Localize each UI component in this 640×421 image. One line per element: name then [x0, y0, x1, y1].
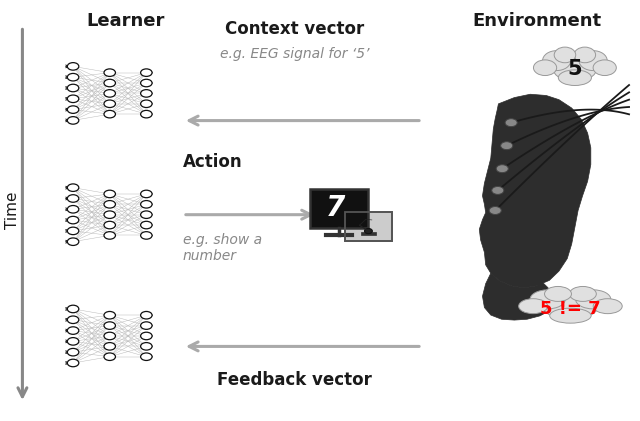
- Circle shape: [141, 79, 152, 87]
- Circle shape: [67, 95, 79, 103]
- Circle shape: [104, 232, 115, 239]
- Circle shape: [141, 221, 152, 229]
- Polygon shape: [479, 94, 591, 288]
- Text: Time: Time: [5, 192, 20, 229]
- Circle shape: [104, 343, 115, 350]
- Circle shape: [67, 227, 79, 234]
- Circle shape: [67, 184, 79, 192]
- Text: 7: 7: [326, 194, 346, 221]
- FancyBboxPatch shape: [362, 232, 376, 235]
- Ellipse shape: [570, 286, 596, 301]
- Ellipse shape: [534, 60, 557, 75]
- Circle shape: [67, 327, 79, 334]
- Circle shape: [67, 205, 79, 213]
- Circle shape: [505, 119, 517, 127]
- Ellipse shape: [554, 47, 576, 63]
- Circle shape: [67, 63, 79, 70]
- FancyBboxPatch shape: [310, 189, 368, 228]
- Text: Context vector: Context vector: [225, 19, 364, 37]
- Text: 5 != 7: 5 != 7: [540, 300, 601, 318]
- Circle shape: [104, 79, 115, 87]
- Circle shape: [489, 207, 501, 214]
- Circle shape: [67, 349, 79, 356]
- Circle shape: [104, 211, 115, 218]
- Circle shape: [496, 165, 508, 173]
- Circle shape: [141, 190, 152, 198]
- Circle shape: [67, 73, 79, 81]
- Circle shape: [104, 100, 115, 107]
- Circle shape: [104, 90, 115, 97]
- Ellipse shape: [575, 290, 611, 309]
- Circle shape: [141, 69, 152, 77]
- Text: Feedback vector: Feedback vector: [217, 371, 372, 389]
- Circle shape: [104, 353, 115, 360]
- Ellipse shape: [593, 298, 622, 314]
- Circle shape: [104, 221, 115, 229]
- Circle shape: [141, 353, 152, 360]
- Ellipse shape: [574, 47, 596, 63]
- Ellipse shape: [550, 308, 591, 323]
- Circle shape: [104, 190, 115, 198]
- Circle shape: [67, 316, 79, 323]
- Circle shape: [141, 322, 152, 329]
- Ellipse shape: [558, 70, 591, 85]
- Ellipse shape: [579, 51, 607, 71]
- Ellipse shape: [554, 57, 596, 81]
- Text: e.g. EEG signal for ‘5’: e.g. EEG signal for ‘5’: [220, 47, 369, 61]
- Circle shape: [67, 305, 79, 313]
- Ellipse shape: [543, 51, 571, 71]
- FancyBboxPatch shape: [345, 212, 392, 241]
- Circle shape: [492, 187, 504, 195]
- Ellipse shape: [530, 290, 565, 309]
- Circle shape: [141, 200, 152, 208]
- Circle shape: [141, 100, 152, 107]
- Circle shape: [67, 216, 79, 224]
- Text: e.g. show a
number: e.g. show a number: [183, 233, 262, 263]
- Circle shape: [141, 90, 152, 97]
- Circle shape: [104, 312, 115, 319]
- Text: 5: 5: [568, 59, 582, 79]
- Circle shape: [104, 332, 115, 340]
- Circle shape: [67, 117, 79, 124]
- Circle shape: [104, 110, 115, 118]
- Polygon shape: [483, 273, 554, 320]
- Circle shape: [67, 238, 79, 245]
- Ellipse shape: [543, 296, 597, 319]
- Circle shape: [104, 69, 115, 77]
- Ellipse shape: [518, 298, 548, 314]
- Circle shape: [104, 322, 115, 329]
- Circle shape: [141, 343, 152, 350]
- Circle shape: [67, 84, 79, 92]
- Text: Action: Action: [183, 153, 243, 171]
- Circle shape: [141, 110, 152, 118]
- Circle shape: [67, 359, 79, 367]
- Circle shape: [104, 200, 115, 208]
- Text: Environment: Environment: [472, 12, 601, 30]
- Circle shape: [141, 332, 152, 340]
- Circle shape: [500, 142, 513, 149]
- Circle shape: [141, 211, 152, 218]
- Circle shape: [141, 312, 152, 319]
- Circle shape: [67, 338, 79, 345]
- Circle shape: [67, 106, 79, 113]
- Text: Learner: Learner: [86, 12, 165, 30]
- Circle shape: [67, 195, 79, 202]
- Circle shape: [365, 229, 372, 234]
- Ellipse shape: [545, 286, 572, 301]
- Circle shape: [141, 232, 152, 239]
- Ellipse shape: [593, 60, 616, 75]
